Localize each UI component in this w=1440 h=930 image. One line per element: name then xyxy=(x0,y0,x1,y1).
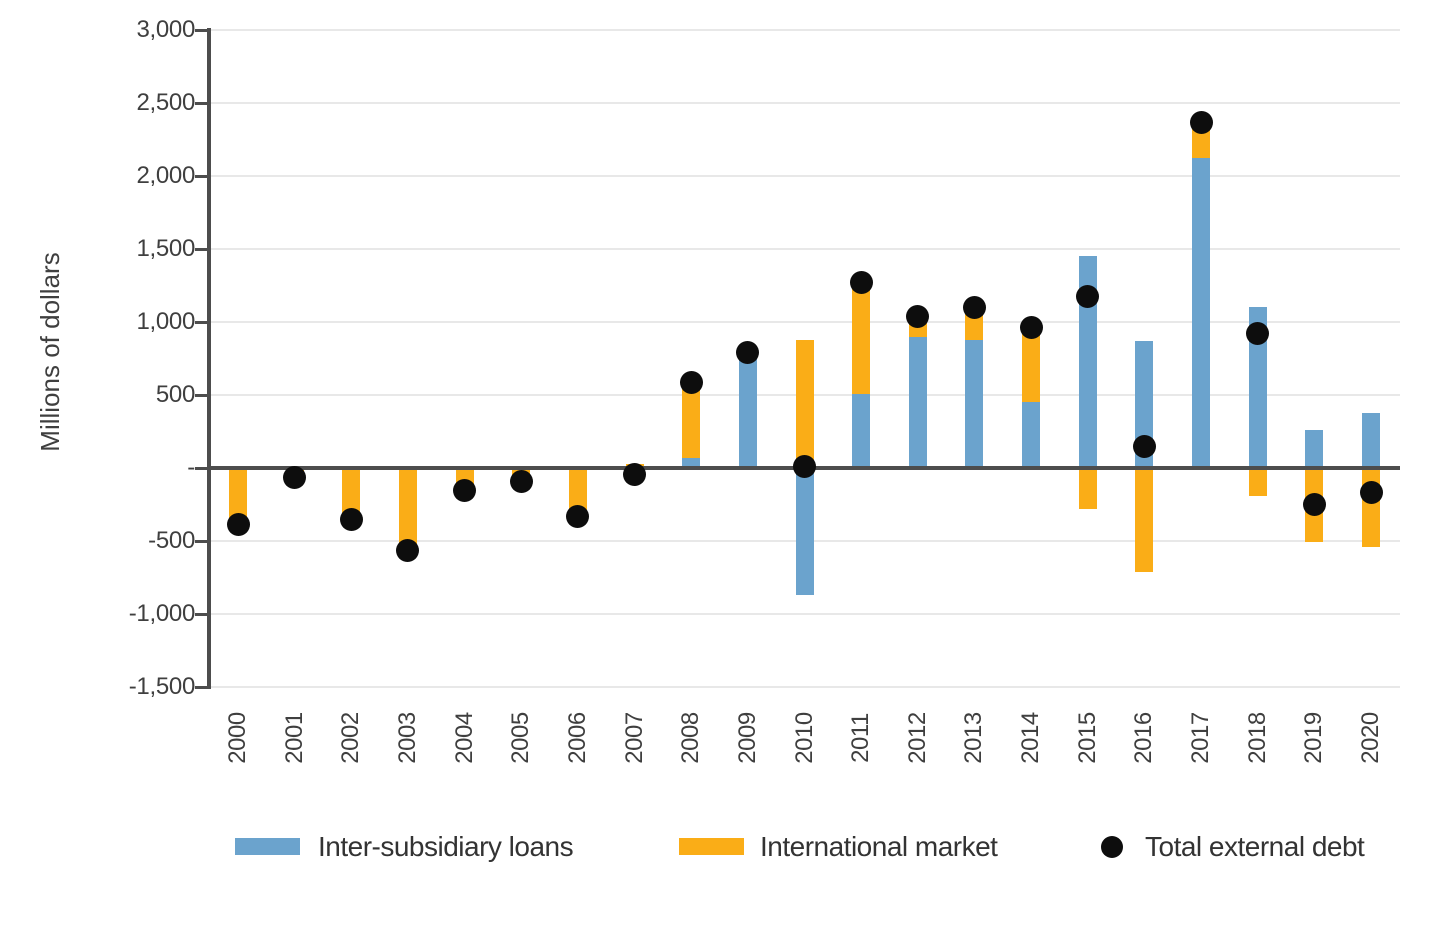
legend-swatch-international-market xyxy=(679,838,744,855)
y-axis-tick-label: 2,000 xyxy=(136,162,195,189)
bar-segment xyxy=(965,340,984,468)
bar-segment xyxy=(1078,468,1097,509)
total-dot xyxy=(226,512,250,536)
y-axis-tick-label: -500 xyxy=(148,527,195,554)
total-dot xyxy=(566,505,590,529)
gridline xyxy=(210,686,1400,688)
y-axis-tick-label: 2,500 xyxy=(136,89,195,116)
y-axis-tick-label: -1,500 xyxy=(128,673,196,700)
gridline xyxy=(210,102,1400,104)
y-axis-tick xyxy=(195,101,208,105)
total-dot xyxy=(793,455,816,479)
total-dot xyxy=(396,538,420,562)
bar-segment xyxy=(682,382,701,458)
legend-label-inter-subsidiary-loans: Inter-subsidiary loans xyxy=(318,831,574,862)
bar-segment xyxy=(1248,306,1267,468)
total-dot xyxy=(1359,481,1383,505)
legend-label-international-market: International market xyxy=(760,831,998,862)
total-dot xyxy=(1076,284,1100,308)
y-axis-line xyxy=(207,28,211,689)
total-dot xyxy=(906,305,930,329)
bar-segment xyxy=(795,340,814,468)
bar-segment xyxy=(682,457,701,468)
gridline xyxy=(210,29,1400,31)
bar-segment xyxy=(568,468,587,517)
bar-segment xyxy=(398,468,417,550)
y-axis-tick-label: 1,000 xyxy=(136,308,195,335)
bar-segment xyxy=(1362,413,1380,468)
bar-segment xyxy=(1022,402,1041,468)
total-dot xyxy=(623,463,647,487)
bar-segment xyxy=(1305,430,1324,468)
total-dot xyxy=(1132,434,1156,458)
total-dot xyxy=(1019,315,1043,339)
gridline xyxy=(210,175,1400,177)
bar-segment xyxy=(229,468,247,524)
total-dot xyxy=(1302,493,1326,516)
y-axis-tick xyxy=(195,539,208,543)
total-dot xyxy=(1189,111,1213,135)
gridline xyxy=(210,613,1400,615)
legend-label-total-external-debt: Total external debt xyxy=(1145,831,1365,862)
bar-segment xyxy=(1248,468,1267,496)
gridline xyxy=(210,321,1400,323)
bar-segment xyxy=(738,354,757,468)
total-dot xyxy=(509,470,533,494)
y-axis-tick-label: - xyxy=(187,454,195,481)
y-axis-tick-label: 3,000 xyxy=(136,16,195,43)
legend-dot-total-external-debt xyxy=(1101,836,1123,858)
legend-swatch-inter-subsidiary-loans xyxy=(235,838,300,855)
total-dot xyxy=(1246,322,1270,346)
gridline xyxy=(210,248,1400,250)
bar-segment xyxy=(852,394,871,468)
total-dot xyxy=(849,271,873,295)
y-axis-tick xyxy=(195,174,208,178)
y-axis-tick xyxy=(195,466,208,470)
total-dot xyxy=(962,295,986,319)
y-axis-tick-label: 1,500 xyxy=(136,235,195,262)
bar-segment xyxy=(1192,158,1211,468)
y-axis-tick xyxy=(195,28,208,32)
y-axis-tick xyxy=(195,393,208,397)
bar-segment xyxy=(908,337,927,468)
bar-segment xyxy=(1135,468,1154,572)
bar-segment xyxy=(795,468,814,596)
total-dot xyxy=(283,465,307,489)
total-dot xyxy=(453,479,477,503)
total-dot xyxy=(736,341,760,365)
y-axis-tick xyxy=(195,612,208,616)
total-dot xyxy=(679,371,703,395)
y-axis-tick-label: -1,000 xyxy=(128,600,196,627)
total-dot xyxy=(339,507,363,531)
y-axis-tick xyxy=(195,247,208,251)
y-axis-tick xyxy=(195,685,208,689)
y-axis-tick-label: 500 xyxy=(155,381,195,408)
bar-segment xyxy=(1022,327,1041,403)
y-axis-tick xyxy=(195,320,208,324)
bar-segment xyxy=(852,283,871,395)
bar-segment xyxy=(342,468,361,519)
bar-segment xyxy=(1078,255,1097,468)
